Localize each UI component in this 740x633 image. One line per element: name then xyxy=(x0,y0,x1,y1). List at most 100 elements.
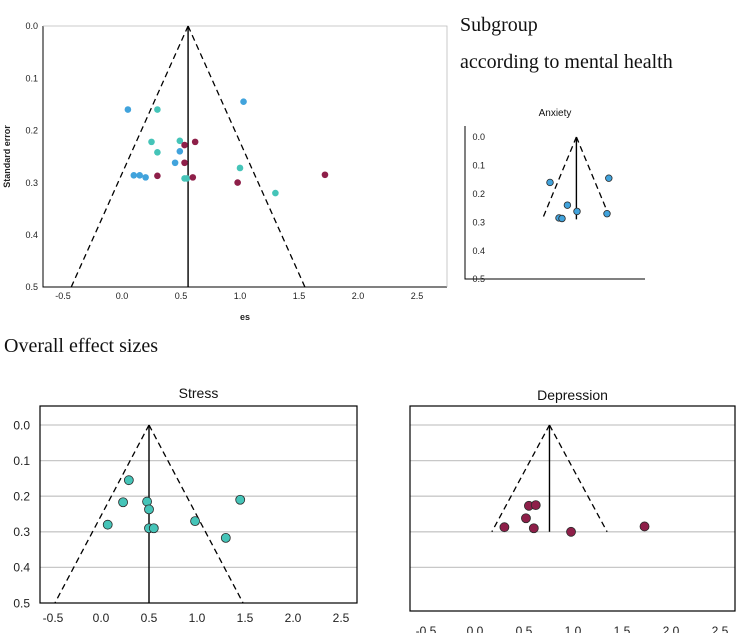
stress-stress-point xyxy=(118,497,128,508)
overall-stress-point xyxy=(154,149,161,156)
anxiety-anxiety-point xyxy=(605,174,613,182)
overall-outer-frame xyxy=(43,25,448,287)
depression-x-tick-label: -0.5 xyxy=(416,624,437,633)
depression-depression-point xyxy=(528,523,539,534)
overall-funnel-plot: 0.0 0.1 0.2 0.3 0.4 0.5 -0.5 0.0 0.5 1.0 1.5 2.0 2.5… xyxy=(2,21,448,322)
overall-x-axis-label: es xyxy=(240,312,250,322)
depression-depression-point xyxy=(530,500,541,511)
stress-funnel-right xyxy=(148,424,244,604)
depression-chart-title: Depression xyxy=(537,387,608,403)
subgroup-caption: Subgroup xyxy=(460,14,538,36)
overall-axis-frame xyxy=(42,26,447,288)
stress-x-tick-label: 2.5 xyxy=(333,611,350,625)
stress-y-tick-label: 0.5 xyxy=(13,596,30,610)
stress-y-tick-label: 0.2 xyxy=(13,490,30,504)
anxiety-y-tick-label: 0.2 xyxy=(472,189,485,199)
overall-stress-point xyxy=(236,164,244,172)
stress-y-tick-label: 0.4 xyxy=(13,561,30,575)
stress-x-tick-label: 0.5 xyxy=(141,611,158,625)
overall-anxiety-point xyxy=(142,174,149,181)
stress-funnel-left xyxy=(54,424,150,604)
depression-funnel-right xyxy=(548,424,608,533)
subgroup-detail-caption: according to mental health xyxy=(460,51,673,73)
stress-plot-frame xyxy=(39,405,358,604)
anxiety-axis-frame xyxy=(464,126,645,280)
overall-y-tick-label: 0.5 xyxy=(25,282,38,292)
depression-x-tick-label: 2.5 xyxy=(712,624,729,633)
depression-depression-point xyxy=(566,526,576,537)
depression-x-tick-label: 0.5 xyxy=(516,624,533,633)
overall-anxiety-point xyxy=(136,171,143,179)
anxiety-anxiety-point xyxy=(546,178,554,187)
stress-x-tick-label: 0.0 xyxy=(93,611,110,625)
stress-x-tick-label: -0.5 xyxy=(43,611,64,625)
depression-x-tick-label: 1.0 xyxy=(565,624,582,633)
overall-x-tick-label: 1.5 xyxy=(293,291,306,301)
stress-x-tick-label: 2.0 xyxy=(285,611,302,625)
anxiety-anxiety-point xyxy=(563,201,572,209)
overall-x-tick-label: 0.5 xyxy=(175,291,188,301)
anxiety-y-tick-label: 0.3 xyxy=(472,217,485,227)
depression-funnel-left xyxy=(491,424,551,533)
overall-anxiety-point xyxy=(176,147,184,155)
overall-x-tick-label: -0.5 xyxy=(55,291,71,301)
anxiety-anxiety-point xyxy=(603,209,611,218)
overall-x-tick-label: 0.0 xyxy=(116,291,129,301)
overall-funnel-left xyxy=(70,25,189,288)
stress-stress-point xyxy=(235,494,246,505)
overall-x-tick-label: 2.0 xyxy=(352,291,365,301)
stress-y-tick-label: 0.0 xyxy=(13,418,30,432)
overall-funnel-right xyxy=(187,25,306,288)
overall-depression-point xyxy=(181,141,188,149)
anxiety-funnel-plot: 0.0 0.1 0.2 0.3 0.4 0.5 Anxiety xyxy=(464,108,645,284)
overall-anxiety-point xyxy=(240,98,247,105)
anxiety-anxiety-point xyxy=(558,214,566,223)
anxiety-funnel-left xyxy=(541,136,578,220)
overall-anxiety-point xyxy=(171,159,179,167)
depression-plot-frame xyxy=(409,405,736,612)
overall-depression-point xyxy=(189,174,197,181)
overall-stress-point xyxy=(148,138,155,146)
overall-y-axis-label: Standard error xyxy=(2,125,12,188)
anxiety-y-tick-label: 0.5 xyxy=(472,274,485,284)
anxiety-y-tick-label: 0.0 xyxy=(472,132,485,142)
overall-stress-point xyxy=(183,175,191,182)
depression-x-tick-label: 0.0 xyxy=(467,624,484,633)
stress-stress-point xyxy=(220,532,231,543)
overall-stress-point xyxy=(154,106,161,113)
anxiety-chart-title: Anxiety xyxy=(539,108,572,119)
depression-x-tick-label: 2.0 xyxy=(663,624,680,633)
depression-funnel-plot: -0.5 0.0 0.5 1.0 1.5 2.0 2.5 Depression xyxy=(409,387,736,633)
overall-depression-point xyxy=(321,171,329,179)
stress-stress-point xyxy=(144,504,154,515)
stress-stress-point xyxy=(123,475,134,486)
overall-depression-point xyxy=(154,172,161,180)
overall-stress-point xyxy=(176,137,184,145)
stress-x-tick-label: 1.0 xyxy=(189,611,206,625)
overall-x-tick-label: 1.0 xyxy=(234,291,247,301)
stress-stress-point xyxy=(148,523,159,534)
overall-effect-caption: Overall effect sizes xyxy=(4,335,158,357)
depression-depression-point xyxy=(639,521,650,532)
anxiety-anxiety-point xyxy=(573,207,581,216)
overall-y-tick-label: 0.2 xyxy=(25,126,38,136)
overall-depression-point xyxy=(181,159,188,167)
stress-y-tick-label: 0.3 xyxy=(13,525,30,539)
overall-y-tick-label: 0.0 xyxy=(25,21,38,31)
stress-stress-point xyxy=(102,519,113,530)
overall-stress-point xyxy=(272,189,279,197)
depression-depression-point xyxy=(499,522,510,533)
depression-depression-point xyxy=(521,513,531,524)
overall-y-tick-label: 0.4 xyxy=(25,230,38,240)
stress-y-tick-label: 0.1 xyxy=(13,454,30,468)
overall-depression-point xyxy=(234,179,241,186)
overall-depression-point xyxy=(191,138,199,146)
depression-x-tick-label: 1.5 xyxy=(614,624,631,633)
stress-chart-title: Stress xyxy=(179,385,219,401)
overall-anxiety-point xyxy=(130,171,138,179)
overall-y-tick-label: 0.3 xyxy=(25,178,38,188)
overall-x-tick-label: 2.5 xyxy=(411,291,424,301)
stress-funnel-plot: 0.0 0.1 0.2 0.3 0.4 0.5 -0.5 0.0 0.5 1.0 1.5 2.0 2.5… xyxy=(13,385,358,625)
anxiety-y-tick-label: 0.4 xyxy=(472,246,485,256)
